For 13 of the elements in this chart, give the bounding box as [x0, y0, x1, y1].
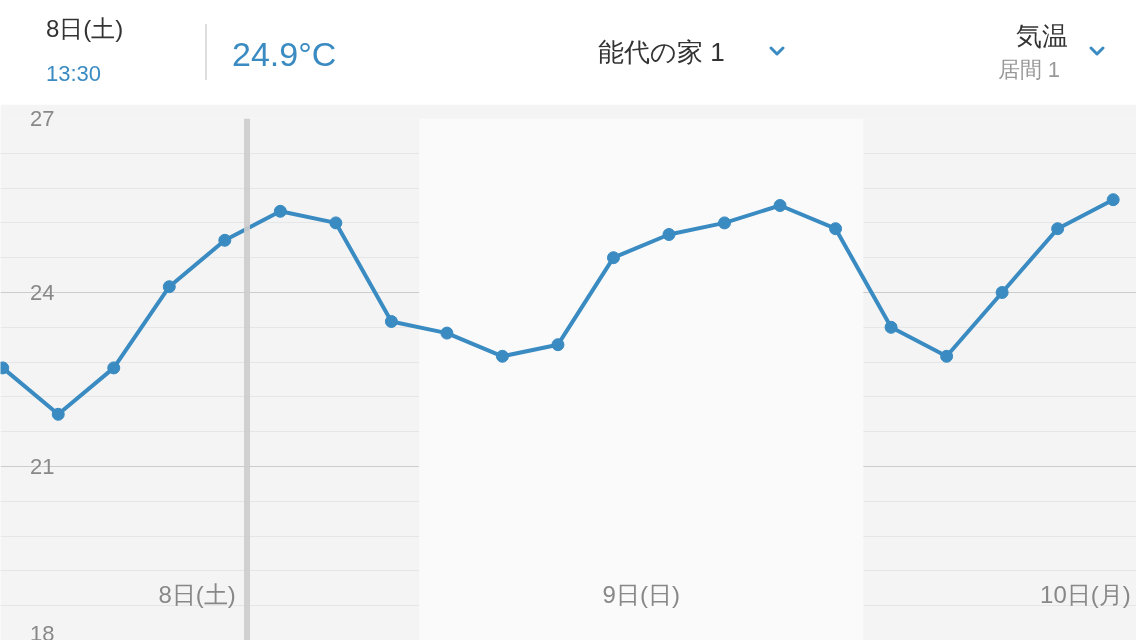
text: 居間 1 — [997, 56, 1060, 84]
y-tick-label: 24 — [30, 280, 55, 305]
chart-title: 能代の家 1 — [598, 36, 725, 69]
annotation: 8日(土) — [158, 580, 236, 608]
y-tick-label: 21 — [30, 454, 55, 479]
text: 13:30 — [46, 60, 102, 88]
text: 24.9°C — [232, 34, 337, 75]
text: 8日(土) — [46, 14, 124, 44]
y-tick-label: 18 — [30, 620, 55, 640]
y-tick-label: 27 — [30, 106, 55, 131]
annotation: 9日(日) — [602, 580, 680, 608]
text: 気温 — [1016, 20, 1068, 53]
annotation: 10日(月) — [1040, 580, 1131, 608]
